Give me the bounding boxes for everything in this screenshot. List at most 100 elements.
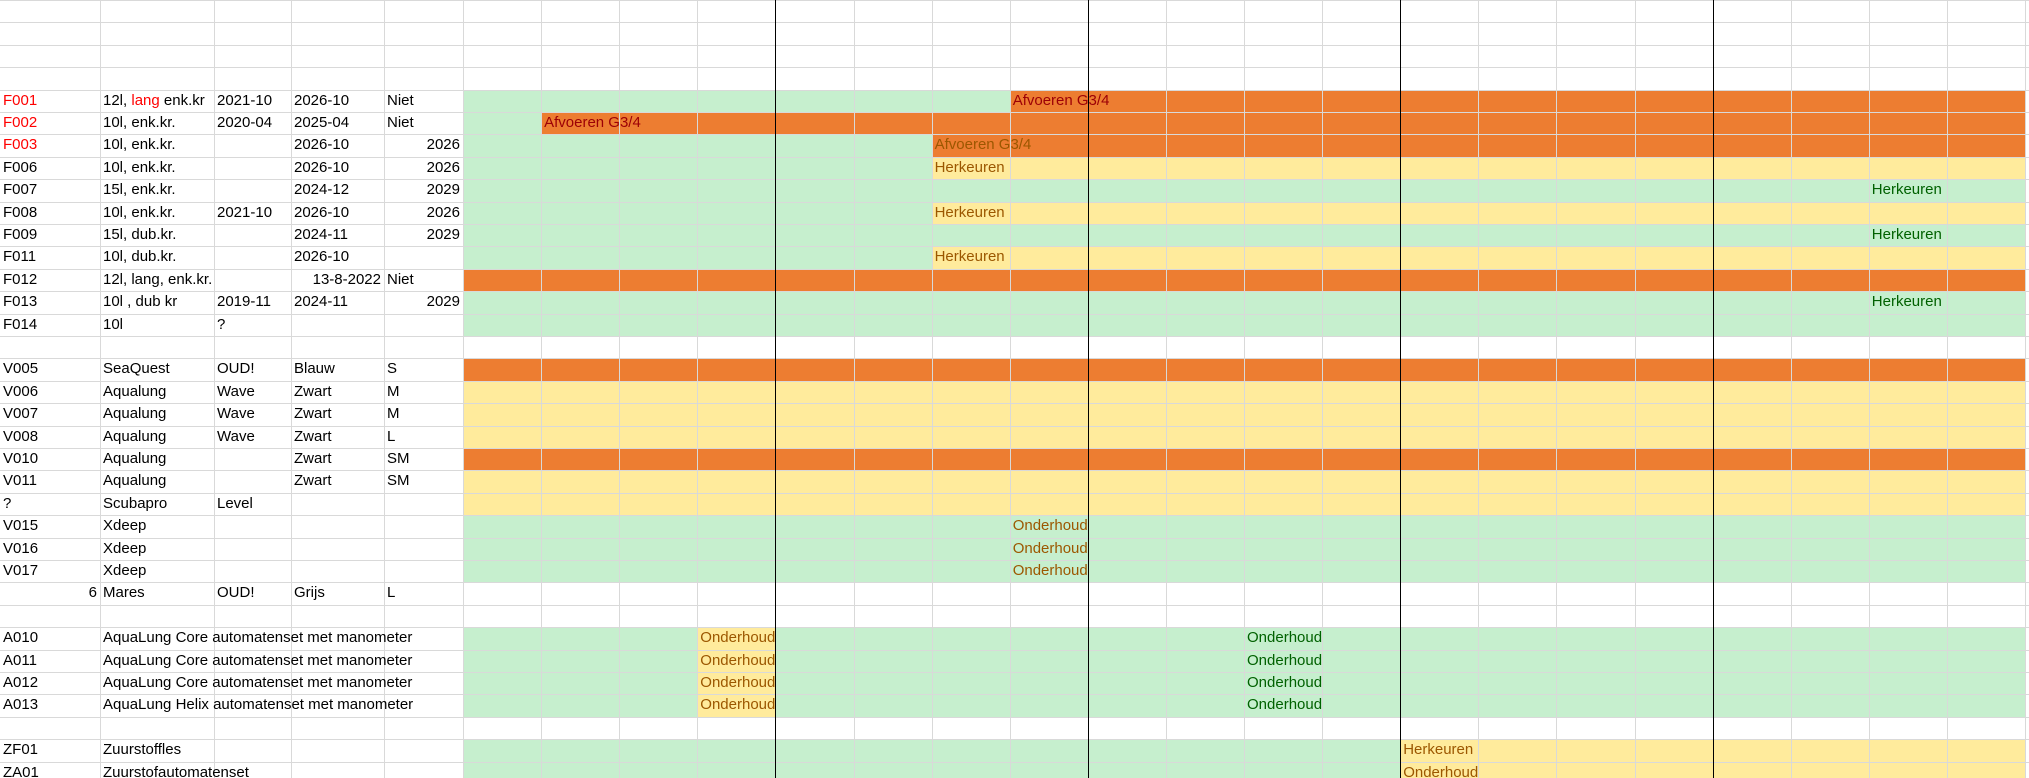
data-cell[interactable]: 12l, lang, enk.kr. xyxy=(103,270,213,288)
data-cell[interactable]: F008 xyxy=(3,203,38,221)
data-cell[interactable]: 2026-10 xyxy=(294,203,350,221)
data-cell[interactable]: Zwart xyxy=(294,405,332,423)
data-cell[interactable]: F003 xyxy=(3,136,38,154)
data-cell[interactable]: 10l xyxy=(103,315,124,333)
data-cell[interactable]: S xyxy=(387,360,398,378)
data-cell[interactable]: 2029 xyxy=(426,293,460,311)
data-cell[interactable]: SeaQuest xyxy=(103,360,170,378)
data-cell[interactable]: Aqualung xyxy=(103,427,167,445)
data-cell[interactable]: 2026-10 xyxy=(294,136,350,154)
data-cell[interactable]: Zuurstoffles xyxy=(103,741,182,759)
data-cell[interactable]: AquaLung Core automatenset met manometer xyxy=(103,629,413,647)
data-cell[interactable]: F012 xyxy=(3,270,38,288)
data-cell[interactable]: L xyxy=(387,584,396,602)
data-cell[interactable]: 2025-04 xyxy=(294,114,350,131)
data-cell[interactable]: Grijs xyxy=(294,584,325,602)
data-cell[interactable]: Scubapro xyxy=(103,494,168,512)
data-cell[interactable]: V017 xyxy=(3,562,39,579)
data-cell[interactable]: ? xyxy=(217,315,226,333)
data-cell[interactable]: Niet xyxy=(387,270,414,288)
data-cell[interactable]: V006 xyxy=(3,382,39,400)
data-cell[interactable]: Level xyxy=(217,494,253,512)
data-cell[interactable]: 2026-10 xyxy=(294,91,350,109)
data-cell[interactable]: F013 xyxy=(3,293,38,311)
data-cell[interactable]: 2026 xyxy=(426,203,460,221)
data-cell[interactable]: OUD! xyxy=(217,360,255,378)
data-cell[interactable]: M xyxy=(387,382,400,400)
data-cell[interactable]: 2024-11 xyxy=(294,293,348,311)
data-cell[interactable]: Wave xyxy=(217,405,255,423)
data-cell[interactable]: Zwart xyxy=(294,472,332,490)
data-cell[interactable]: 10l , dub kr xyxy=(103,293,178,311)
data-cell[interactable]: SM xyxy=(387,472,410,490)
data-cell[interactable]: V016 xyxy=(3,539,39,557)
data-cell[interactable]: ZA01 xyxy=(3,763,39,778)
data-cell[interactable]: Zwart xyxy=(294,382,332,400)
data-cell[interactable]: 2026 xyxy=(426,158,460,176)
data-cell[interactable]: AquaLung Core automatenset met manometer xyxy=(103,651,413,669)
data-cell[interactable]: Blauw xyxy=(294,360,335,378)
data-cell[interactable]: 2024-12 xyxy=(294,181,350,199)
data-cell[interactable]: L xyxy=(387,427,396,445)
data-cell[interactable]: V011 xyxy=(3,472,37,490)
data-cell[interactable]: 2029 xyxy=(426,181,460,199)
data-cell[interactable]: 2026-10 xyxy=(294,248,350,266)
data-cell[interactable]: 2021-10 xyxy=(217,203,273,221)
data-cell[interactable]: 15l, enk.kr. xyxy=(103,181,176,199)
data-cell[interactable]: V007 xyxy=(3,405,39,423)
data-cell[interactable]: Aqualung xyxy=(103,450,167,467)
data-cell[interactable]: Niet xyxy=(387,114,414,131)
data-cell[interactable]: V010 xyxy=(3,450,39,467)
data-cell[interactable]: Zuurstofautomatenset xyxy=(103,763,249,778)
data-cell[interactable]: Xdeep xyxy=(103,562,147,579)
data-cell[interactable]: 10l, enk.kr. xyxy=(103,136,176,154)
data-cell[interactable]: Aqualung xyxy=(103,382,167,400)
data-cell[interactable]: 6 xyxy=(88,584,97,602)
data-cell[interactable]: 10l, enk.kr. xyxy=(103,203,176,221)
data-cell[interactable]: F001 xyxy=(3,91,38,109)
data-cell[interactable]: 2020-04 xyxy=(217,114,273,131)
data-cell[interactable]: A010 xyxy=(3,629,39,647)
data-cell[interactable]: 10l, enk.kr. xyxy=(103,114,176,131)
data-cell[interactable]: F006 xyxy=(3,158,38,176)
data-cell[interactable]: F007 xyxy=(3,181,38,199)
data-cell[interactable]: Wave xyxy=(217,427,255,445)
data-cell[interactable]: 2026-10 xyxy=(294,158,350,176)
data-cell[interactable]: A013 xyxy=(3,696,39,714)
data-cell[interactable]: OUD! xyxy=(217,584,255,602)
data-cell[interactable]: ? xyxy=(3,494,12,512)
data-cell[interactable]: Xdeep xyxy=(103,539,147,557)
data-cell[interactable]: V015 xyxy=(3,517,39,535)
data-cell[interactable]: Mares xyxy=(103,584,145,602)
data-cell[interactable]: V005 xyxy=(3,360,39,378)
data-cell[interactable]: AquaLung Helix automatenset met manomete… xyxy=(103,696,414,714)
data-cell[interactable]: Aqualung xyxy=(103,405,167,423)
data-cell[interactable]: 2019-11 xyxy=(217,293,271,311)
data-cell[interactable]: 2026 xyxy=(426,136,460,154)
data-cell[interactable]: 10l, dub.kr. xyxy=(103,248,177,266)
data-cell[interactable]: V008 xyxy=(3,427,39,445)
data-cell[interactable]: F009 xyxy=(3,226,38,243)
data-cell[interactable]: Zwart xyxy=(294,427,332,445)
data-cell[interactable]: Zwart xyxy=(294,450,332,467)
data-cell[interactable]: 2024-11 xyxy=(294,226,348,243)
data-cell[interactable]: Aqualung xyxy=(103,472,167,490)
data-cell[interactable]: F014 xyxy=(3,315,38,333)
data-cell[interactable]: 12l, lang enk.kr xyxy=(100,90,208,112)
data-cell[interactable]: 2021-10 xyxy=(217,91,273,109)
data-cell[interactable]: Niet xyxy=(387,91,414,109)
data-cell[interactable]: Xdeep xyxy=(103,517,147,535)
data-cell[interactable]: SM xyxy=(387,450,410,467)
data-cell[interactable]: M xyxy=(387,405,400,423)
data-cell[interactable]: 13-8-2022 xyxy=(312,270,381,288)
data-cell[interactable]: Wave xyxy=(217,382,255,400)
data-cell[interactable]: F011 xyxy=(3,248,37,266)
data-cell[interactable]: 10l, enk.kr. xyxy=(103,158,176,176)
data-cell[interactable]: 2029 xyxy=(426,226,460,243)
data-cell[interactable]: A011 xyxy=(3,651,37,669)
data-cell[interactable]: 15l, dub.kr. xyxy=(103,226,177,243)
data-cell[interactable]: F002 xyxy=(3,114,38,131)
data-cell[interactable]: ZF01 xyxy=(3,741,39,759)
data-cell[interactable]: A012 xyxy=(3,674,39,691)
